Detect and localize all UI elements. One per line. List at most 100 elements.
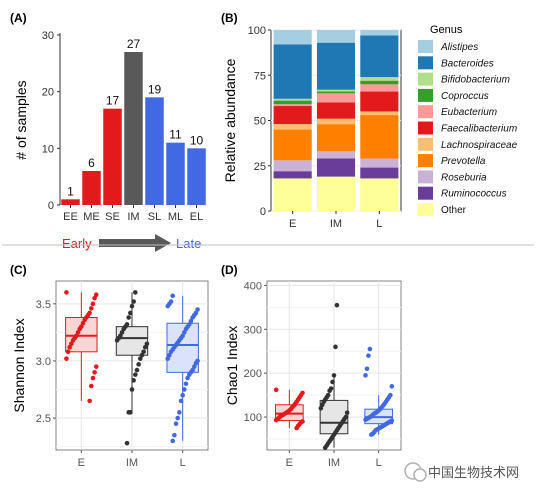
stack-segment-eubacterium-IM: [316, 93, 356, 103]
data-point-E: [93, 364, 99, 369]
data-point-E: [70, 338, 76, 343]
bar-value-label-ME: 6: [88, 156, 95, 170]
x-tick-label-IM: IM: [126, 457, 138, 469]
data-point-L: [172, 432, 177, 438]
stack-segment-other-IM: [316, 176, 356, 211]
stack-segment-alistipes-E: [273, 30, 312, 45]
data-point-IM: [139, 352, 145, 358]
bar-EL: [187, 148, 206, 205]
stack-segment-bifidobacterium-IM: [316, 89, 356, 92]
stack-segment-roseburia-L: [360, 158, 399, 168]
data-point-L: [193, 360, 199, 366]
data-point-IM: [129, 303, 135, 309]
data-point-E: [67, 344, 73, 350]
x-tick-label-EE: EE: [63, 211, 78, 223]
legend-swatch-alistipes: [418, 40, 433, 53]
panel-b-y-tick-label: 0: [260, 206, 266, 218]
data-point-IM: [114, 338, 120, 343]
panel-b-y-tick-label: 25: [254, 161, 266, 173]
data-point-IM: [119, 330, 125, 335]
bar-ME: [82, 171, 101, 205]
stack-segment-other-E: [273, 178, 312, 211]
panel-b: (B) Relative abundance 0 25 50 75 100 E IM L Ge…: [221, 11, 518, 230]
legend-swatch-faecalibacterium: [418, 121, 433, 135]
panel-b-x-tick-label-E: E: [289, 218, 296, 230]
arrow-head: [155, 234, 171, 252]
x-tick-label-IM: IM: [328, 457, 340, 469]
x-tick-label-E: E: [286, 457, 293, 469]
legend-swatch-bacteroides: [418, 56, 433, 70]
data-point-IM: [322, 445, 328, 451]
data-point-L: [175, 415, 180, 421]
data-point-IM: [318, 405, 324, 411]
stack-segment-faecalibacterium-L: [360, 91, 399, 112]
legend-label-lachnospiraceae: Lachnospiraceae: [441, 140, 518, 151]
data-point-L: [182, 330, 187, 335]
data-point-L: [173, 421, 179, 427]
stack-segment-bacteroides-L: [360, 35, 399, 78]
stack-segment-bacteroides-E: [273, 44, 312, 99]
y-tick-label: 400: [244, 280, 262, 292]
stack-segment-bifidobacterium-E: [273, 98, 312, 101]
data-point-L: [178, 398, 184, 404]
data-point-L: [367, 346, 373, 352]
panel-a-tag: (A): [10, 11, 27, 25]
data-point-L: [364, 366, 370, 372]
data-point-IM: [144, 341, 150, 347]
data-point-IM: [344, 410, 350, 415]
data-point-L: [366, 353, 371, 358]
early-label: Early: [62, 236, 92, 251]
x-tick-label-ME: ME: [83, 211, 100, 223]
legend-label-bifidobacterium: Bifidobacterium: [441, 75, 510, 86]
data-point-E: [65, 349, 71, 355]
data-point-L: [195, 307, 200, 312]
legend-swatch-lachnospiraceae: [418, 137, 433, 151]
bar-SL: [145, 97, 164, 205]
x-tick-label-E: E: [78, 457, 85, 469]
panel-a-y-axis-label: # of samples: [13, 80, 29, 159]
legend-swatch-eubacterium: [418, 105, 433, 119]
data-point-E: [93, 292, 99, 298]
panel-a-y-tick-label: 20: [42, 87, 54, 99]
stack-segment-bifidobacterium-L: [360, 77, 399, 81]
arrow-shaft: [99, 239, 155, 247]
data-point-IM: [320, 402, 325, 408]
late-label: Late: [176, 236, 201, 251]
panel-d-y-axis-label: Chao1 Index: [224, 326, 240, 405]
panel-b-y-axis-label: Relative abundance: [222, 58, 238, 182]
panel-b-legend: Genus Alistipes Bacteroides Bifidobacteriu…: [418, 24, 518, 216]
stack-segment-alistipes-L: [360, 30, 399, 36]
panel-b-y-tick-label: 100: [248, 25, 266, 37]
bar-IM: [124, 52, 143, 205]
data-point-L: [177, 410, 182, 415]
panel-a-axes: 0 10 20 30 EE ME SE IM SL ML EL: [42, 30, 203, 223]
panel-c: (C) Shannon Index 2.5 3.0 3.5 E IM L: [10, 263, 209, 469]
data-point-E: [87, 398, 92, 404]
data-point-IM: [128, 310, 133, 316]
x-tick-label-SL: SL: [148, 211, 161, 223]
stack-segment-coproccus-IM: [316, 91, 356, 94]
bar-value-label-SE: 17: [106, 94, 120, 108]
data-point-L: [167, 352, 172, 358]
data-point-L: [165, 356, 171, 361]
bar-value-label-ML: 11: [169, 128, 182, 142]
data-point-E: [90, 301, 96, 307]
x-tick-label-ML: ML: [168, 211, 183, 223]
data-point-E: [75, 330, 81, 335]
legend-swatch-bifidobacterium: [418, 72, 433, 86]
y-tick-label: 200: [244, 368, 262, 380]
data-point-E: [64, 290, 69, 295]
watermark: 中国生物技术网: [404, 462, 519, 482]
panel-c-plot: 2.5 3.0 3.5 E IM L: [36, 280, 209, 469]
legend-swatch-other: [418, 203, 433, 216]
data-point-L: [183, 326, 189, 332]
panel-b-y-tick-label: 75: [254, 70, 266, 82]
data-point-E: [82, 317, 87, 323]
panel-b-plot: 0 25 50 75 100 E IM L: [248, 25, 402, 230]
data-point-L: [185, 375, 190, 381]
stack-segment-coproccus-L: [360, 80, 399, 85]
bar-EE: [61, 199, 80, 205]
panel-b-x-tick-label-IM: IM: [330, 218, 342, 230]
data-point-IM: [331, 373, 337, 378]
panel-a-bars: [61, 52, 206, 205]
